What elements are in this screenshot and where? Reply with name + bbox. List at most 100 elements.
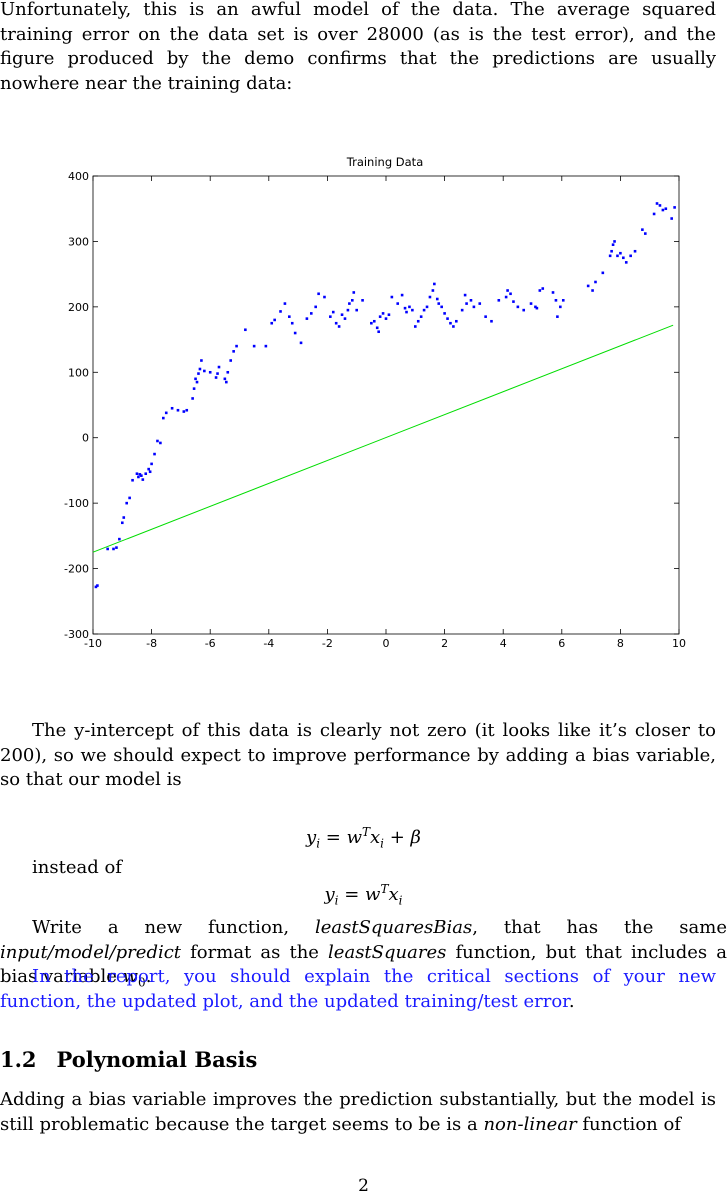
data-point — [529, 302, 533, 305]
data-point — [390, 295, 394, 299]
data-point — [506, 289, 509, 292]
data-point — [601, 271, 605, 275]
x-tick-label: -8 — [146, 637, 157, 650]
data-point — [164, 411, 168, 415]
data-point — [94, 585, 98, 589]
data-point — [125, 501, 128, 505]
bias-paragraph: The y-intercept of this data is clearly … — [0, 720, 716, 790]
data-point — [551, 291, 555, 294]
equation-without-bias: yi = wTxi — [324, 882, 403, 908]
section-title: Polynomial Basis — [56, 1047, 258, 1072]
data-point — [290, 321, 294, 325]
data-point — [655, 202, 659, 205]
data-point — [460, 308, 464, 312]
data-point — [352, 291, 356, 294]
data-point — [611, 243, 615, 246]
data-point — [309, 312, 313, 315]
data-point — [96, 584, 99, 587]
data-point — [144, 472, 148, 475]
data-point — [416, 319, 420, 323]
data-point — [396, 302, 400, 305]
y-tick-label: -200 — [64, 563, 89, 576]
data-point — [122, 516, 126, 519]
x-tick-label: -2 — [322, 637, 333, 650]
data-point — [452, 325, 455, 328]
data-point — [148, 470, 152, 474]
data-point — [411, 308, 414, 312]
data-point — [135, 472, 139, 475]
data-point — [229, 359, 233, 362]
x-tick-label: 8 — [617, 637, 624, 650]
data-point — [288, 315, 291, 318]
data-point — [422, 308, 426, 312]
data-point — [504, 295, 508, 299]
training-data-chart: Training Data -300-200-1000100200300400 … — [64, 155, 686, 650]
x-tick-label: 10 — [672, 637, 686, 650]
data-point — [203, 369, 206, 373]
data-point — [516, 305, 520, 309]
data-point — [140, 474, 143, 477]
data-point — [337, 325, 341, 328]
data-point — [652, 212, 656, 216]
data-point — [223, 377, 227, 381]
data-point — [331, 310, 335, 314]
y-tick-label: -100 — [64, 497, 89, 510]
polynomial-paragraph: Adding a bias variable improves the pred… — [0, 1089, 716, 1135]
data-point — [147, 467, 150, 471]
data-point — [351, 299, 354, 302]
data-point — [644, 232, 647, 235]
data-point — [670, 217, 673, 220]
y-tick-label: -300 — [64, 628, 89, 641]
data-point — [641, 228, 644, 231]
data-point — [153, 452, 156, 456]
data-point — [194, 377, 197, 381]
data-point — [115, 546, 118, 549]
data-point — [403, 306, 407, 310]
data-point — [317, 292, 320, 296]
x-tick-label: -6 — [205, 637, 216, 650]
data-point — [299, 341, 303, 345]
data-point — [664, 207, 668, 211]
equation-with-bias: yi = wTxi + β — [306, 825, 421, 851]
data-point — [425, 305, 429, 309]
data-point — [608, 254, 612, 258]
data-point — [591, 289, 594, 292]
data-point — [465, 302, 468, 305]
data-point — [191, 397, 194, 400]
plot-frame — [92, 175, 680, 635]
data-point — [619, 251, 622, 255]
data-point — [463, 293, 467, 297]
data-point — [208, 370, 212, 374]
data-point — [346, 308, 350, 312]
data-point — [490, 319, 493, 323]
data-point — [252, 344, 256, 348]
data-point — [541, 287, 545, 290]
x-tick-label: -10 — [84, 637, 102, 650]
data-point — [586, 284, 590, 288]
data-point — [112, 547, 115, 551]
data-point — [156, 439, 159, 443]
data-point — [400, 293, 404, 297]
data-point — [370, 321, 373, 325]
data-point — [405, 310, 408, 314]
data-point — [225, 380, 228, 384]
section-number: 1.2 — [0, 1047, 37, 1072]
data-point — [128, 496, 131, 500]
data-point — [610, 249, 613, 253]
data-point — [381, 312, 385, 315]
data-point — [384, 317, 388, 320]
data-point — [559, 305, 562, 309]
data-point — [435, 297, 439, 301]
data-point — [314, 305, 317, 309]
data-point — [658, 204, 662, 207]
data-point — [613, 240, 616, 243]
x-tick-label: 2 — [441, 637, 448, 650]
chart-title: Training Data — [346, 155, 424, 169]
data-point — [449, 321, 452, 325]
data-point — [428, 295, 432, 299]
data-point — [437, 302, 441, 305]
function-name: leastSquaresBias — [314, 917, 473, 938]
data-point — [232, 350, 235, 353]
data-point — [214, 376, 218, 379]
data-point — [340, 313, 344, 317]
